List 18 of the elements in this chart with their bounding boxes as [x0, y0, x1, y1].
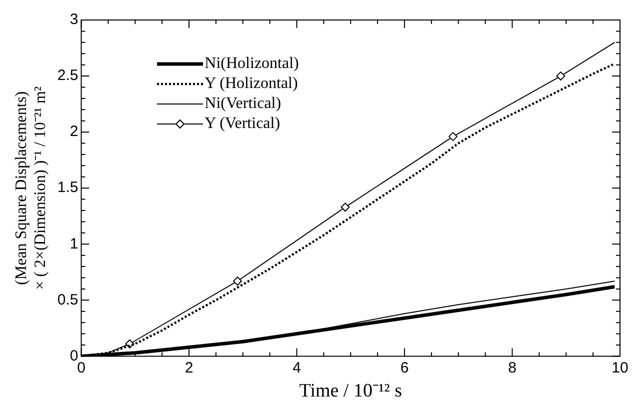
y-axis-title: (Mean Square Displacements) × ( 2×(Dimension) )⁻¹ / 10⁻²¹ m²: [12, 86, 50, 290]
x-tick-label: 4: [292, 359, 301, 376]
y-tick-label: 1: [70, 235, 78, 252]
y-tick-label: 1.5: [57, 179, 78, 196]
y-tick-label: 0: [70, 347, 78, 364]
y-tick-label: 2: [70, 123, 78, 140]
x-axis-title: Time / 10⁻¹² s: [299, 380, 402, 402]
legend-label: Ni(Holizontal): [204, 54, 299, 73]
legend-label: Y (Vertical): [204, 114, 280, 133]
x-tick-label: 10: [612, 359, 628, 376]
legend-label: Ni(Vertical): [204, 94, 282, 113]
x-tick-label: 8: [508, 359, 516, 376]
legend-label: Y (Holizontal): [204, 74, 298, 93]
x-tick-label: 2: [184, 359, 194, 376]
y-tick-label: 2.5: [57, 67, 78, 84]
y-tick-label: 0.5: [57, 291, 78, 308]
x-tick-label: 6: [400, 359, 409, 376]
y-tick-label: 3: [70, 11, 78, 28]
